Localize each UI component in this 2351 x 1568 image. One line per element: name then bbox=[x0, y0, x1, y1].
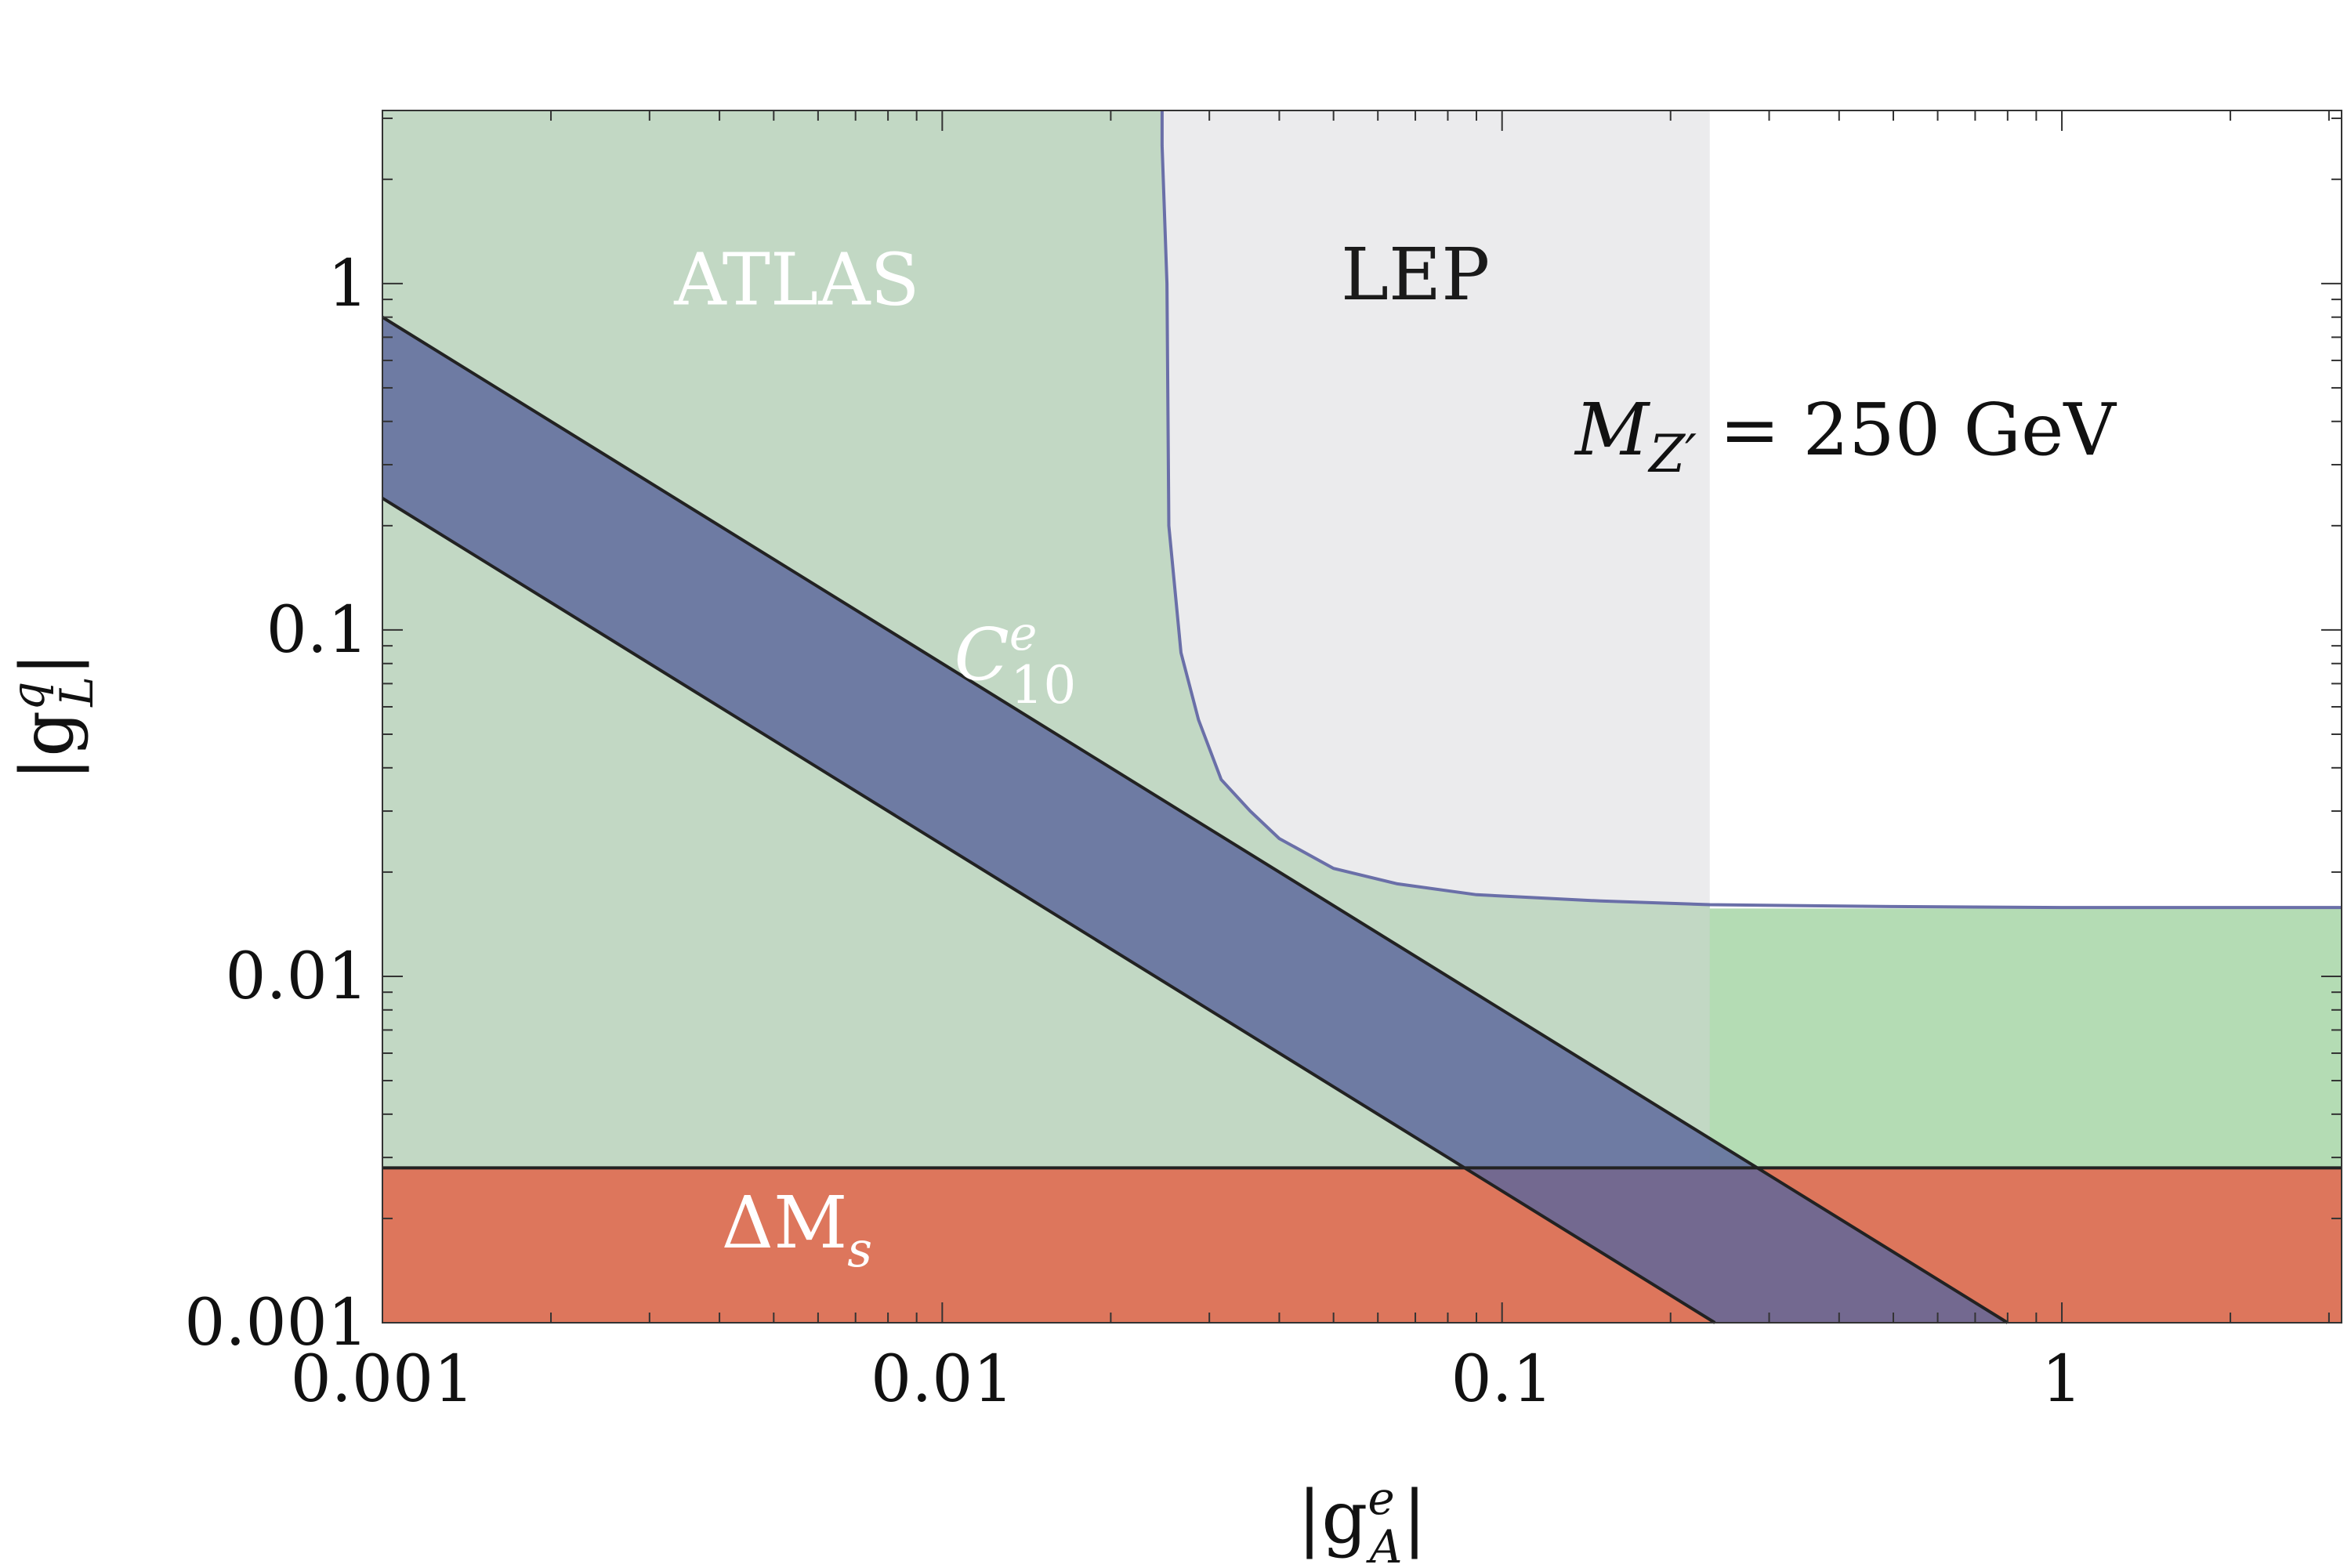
x-tick-label: 1 bbox=[2041, 1342, 2082, 1417]
y-axis-title: |gqL| bbox=[2, 652, 103, 781]
delta-ms-label: ΔMs bbox=[722, 1181, 872, 1278]
x-axis-title-sup: e bbox=[1367, 1472, 1394, 1525]
x-axis-title-sub: A bbox=[1366, 1520, 1403, 1568]
y-tick-label: 0.01 bbox=[225, 940, 368, 1014]
x-tick-label: 0.001 bbox=[291, 1342, 475, 1417]
y-axis-title-sup: q bbox=[2, 682, 55, 711]
lep-boundary-line bbox=[1160, 110, 2342, 910]
axis-ticks bbox=[382, 110, 2342, 1324]
region-labels: ATLAS LEP Ce 10 ΔMs bbox=[673, 233, 1490, 1278]
delta-ms-label-base: ΔM bbox=[722, 1181, 848, 1265]
c10-label: Ce 10 bbox=[955, 607, 1077, 715]
x-tick-label: 0.01 bbox=[871, 1342, 1014, 1417]
delta-ms-label-sub: s bbox=[847, 1221, 872, 1278]
plot-frame bbox=[382, 110, 2342, 1324]
mass-annotation-rest: = 250 GeV bbox=[1697, 388, 2117, 472]
x-axis-title-close: | bbox=[1403, 1476, 1427, 1559]
x-axis-title: |ge A| bbox=[1297, 1472, 1426, 1568]
c10-label-sub: 10 bbox=[1010, 655, 1076, 715]
tick-labels: 0.001 0.01 0.1 1 0.001 0.01 0.1 1 bbox=[184, 247, 2082, 1417]
y-tick-label: 0.1 bbox=[266, 593, 368, 668]
atlas-label: ATLAS bbox=[673, 238, 919, 322]
region-delta-ms bbox=[382, 1168, 2342, 1323]
c10-label-sup: e bbox=[1009, 607, 1038, 661]
c10-label-base: C bbox=[955, 613, 1009, 697]
c10-upper-line bbox=[381, 316, 2009, 1324]
axis-titles: |ge A||gqL| bbox=[2, 652, 1427, 1568]
y-axis-title-close: | bbox=[5, 652, 89, 676]
x-axis-title-base: |g bbox=[1297, 1476, 1367, 1559]
region-lep bbox=[382, 110, 1710, 1168]
x-tick-label: 0.1 bbox=[1451, 1342, 1552, 1417]
y-axis-title-base: |g bbox=[5, 711, 89, 781]
mass-annotation-m: M bbox=[1574, 388, 1651, 472]
y-tick-label: 1 bbox=[328, 247, 368, 321]
y-axis-title-sub: L bbox=[50, 676, 103, 708]
mass-annotation-text: MZ′ = 250 GeV bbox=[1574, 388, 2117, 484]
c10-lower-line bbox=[381, 497, 1716, 1324]
mass-annotation: MZ′ = 250 GeV bbox=[1574, 388, 2117, 484]
y-tick-label: 0.001 bbox=[184, 1286, 368, 1360]
lep-label: LEP bbox=[1341, 233, 1490, 317]
plot-lines bbox=[381, 110, 2342, 1324]
region-atlas-upper bbox=[382, 110, 1710, 1168]
mass-annotation-sub: Z′ bbox=[1647, 424, 1697, 484]
